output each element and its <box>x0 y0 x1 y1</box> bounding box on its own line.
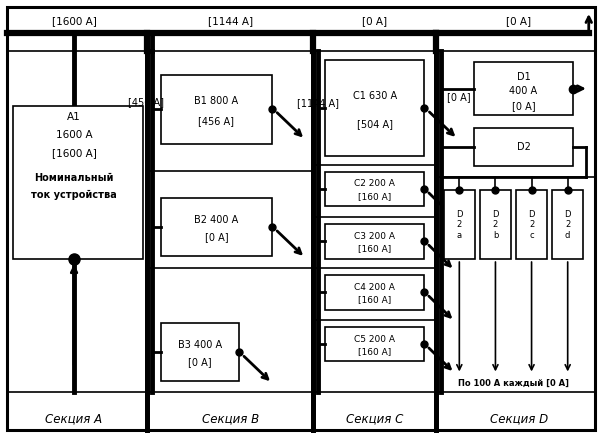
Text: [504 А]: [504 А] <box>357 119 393 129</box>
Text: [456 А]: [456 А] <box>128 97 164 107</box>
Text: B2 400 А: B2 400 А <box>194 215 238 225</box>
Bar <box>444 190 475 259</box>
Text: [160 А]: [160 А] <box>358 295 391 304</box>
Text: D
2
c: D 2 c <box>529 210 535 240</box>
Bar <box>161 323 239 381</box>
Text: [456 А]: [456 А] <box>199 117 234 126</box>
Bar <box>325 60 424 156</box>
Bar <box>516 190 547 259</box>
Text: D
2
d: D 2 d <box>565 210 571 240</box>
Bar <box>552 190 583 259</box>
Text: D2: D2 <box>517 142 530 152</box>
Bar <box>161 75 272 144</box>
Text: C5 200 А: C5 200 А <box>354 334 396 343</box>
Text: [1600 А]: [1600 А] <box>52 148 96 158</box>
Text: C2 200 А: C2 200 А <box>355 179 395 188</box>
Text: [0 А]: [0 А] <box>205 232 228 241</box>
Bar <box>325 172 424 206</box>
Text: B3 400 А: B3 400 А <box>178 340 222 350</box>
Text: Номинальный: Номинальный <box>34 173 114 183</box>
Text: [0 А]: [0 А] <box>188 357 212 367</box>
Text: D1: D1 <box>517 72 530 82</box>
Text: [0 А]: [0 А] <box>447 93 470 102</box>
Text: Секция B: Секция B <box>202 412 259 425</box>
Text: [160 А]: [160 А] <box>358 245 391 253</box>
Bar <box>480 190 511 259</box>
Bar <box>474 62 573 115</box>
Text: [0 А]: [0 А] <box>506 16 532 26</box>
Text: Секция A: Секция A <box>46 412 102 425</box>
Text: 400 А: 400 А <box>509 86 538 96</box>
Text: [1144 А]: [1144 А] <box>208 16 253 26</box>
Text: 1600 А: 1600 А <box>56 130 92 140</box>
Text: B1 800 А: B1 800 А <box>194 97 238 106</box>
Text: C1 630 А: C1 630 А <box>353 91 397 101</box>
Text: D
2
a: D 2 a <box>456 210 462 240</box>
Text: C4 200 А: C4 200 А <box>355 283 395 291</box>
Bar <box>325 327 424 361</box>
Text: [0 А]: [0 А] <box>512 101 535 111</box>
Text: A1: A1 <box>67 113 81 122</box>
Bar <box>13 106 143 259</box>
Text: [1600 А]: [1600 А] <box>52 16 96 26</box>
Bar <box>161 198 272 256</box>
Text: По 100 А каждый [0 А]: По 100 А каждый [0 А] <box>458 379 569 388</box>
Text: [0 А]: [0 А] <box>362 16 387 26</box>
Text: D
2
b: D 2 b <box>492 210 498 240</box>
Bar <box>325 275 424 310</box>
Text: [160 А]: [160 А] <box>358 192 391 201</box>
Text: Секция C: Секция C <box>346 412 403 425</box>
Text: [160 А]: [160 А] <box>358 347 391 356</box>
Text: [1144 А]: [1144 А] <box>297 98 339 109</box>
Text: C3 200 А: C3 200 А <box>354 232 396 241</box>
Text: Секция D: Секция D <box>490 412 548 425</box>
Bar <box>325 224 424 259</box>
Text: ток устройства: ток устройства <box>31 190 117 200</box>
Bar <box>474 128 573 166</box>
